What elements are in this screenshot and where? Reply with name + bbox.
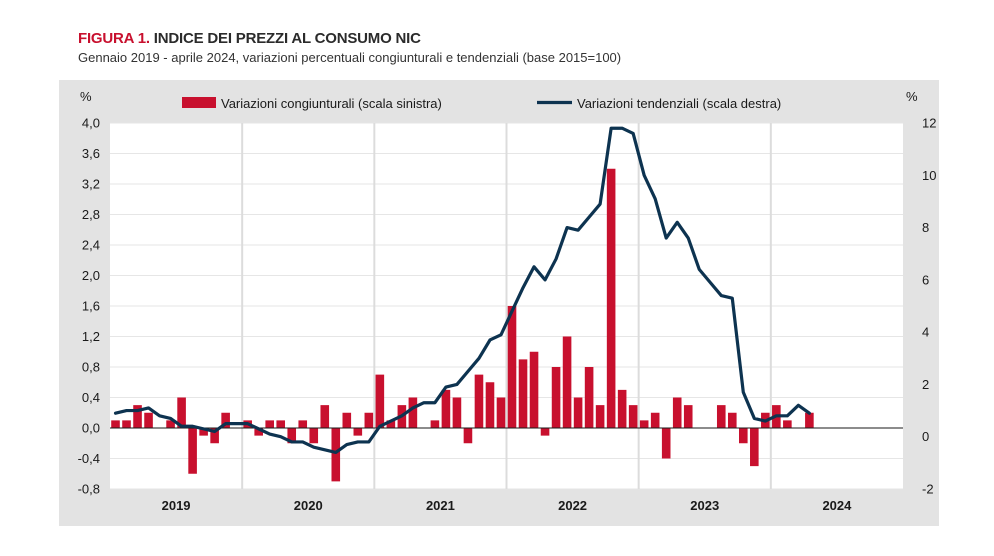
bar [485,382,495,428]
bar [408,397,418,428]
right-tick-label: 2 [922,377,929,392]
bar [529,351,539,428]
bar [144,412,153,428]
bar [210,428,219,444]
bar [783,420,792,428]
right-tick-label: 10 [922,168,936,183]
right-tick-label: -2 [922,482,934,497]
left-tick-label: 3,2 [82,177,100,192]
bar [166,420,175,428]
year-label: 2020 [294,498,323,513]
bar [386,420,396,428]
bar [639,420,649,428]
line-series-tendenziali [113,126,811,454]
legend-bar-swatch [182,97,216,108]
bar [650,412,660,428]
right-tick-label: 8 [922,220,929,235]
bar [188,428,197,474]
bar [540,428,550,436]
bar [551,367,561,428]
bar [342,412,352,428]
bar [805,412,814,428]
legend-bar-label: Variazioni congiunturali (scala sinistra… [221,96,442,111]
bar [496,397,506,428]
bar [617,389,627,428]
right-tick-label: 12 [922,116,936,131]
left-tick-label: 2,0 [82,268,100,283]
bar [331,428,341,482]
right-tick-label: 4 [922,325,929,340]
bar [309,428,319,444]
year-label: 2023 [690,498,719,513]
bar [375,374,385,428]
left-tick-label: 1,6 [82,299,100,314]
legend-line-label: Variazioni tendenziali (scala destra) [577,96,781,111]
bar [628,405,638,428]
bar [562,336,572,428]
left-tick-label: -0,4 [78,451,100,466]
bar [122,420,131,428]
right-axis: 12 10 8 6 4 2 0 -2 [922,116,936,497]
left-tick-label: 0,4 [82,390,100,405]
left-tick-label: 1,2 [82,329,100,344]
left-tick-label: 2,4 [82,238,100,253]
bar [507,306,517,428]
figure-title: FIGURA 1. INDICE DEI PREZZI AL CONSUMO N… [78,30,421,47]
bar [430,420,440,428]
x-axis-years: 2019 2020 2021 2022 2023 2024 [162,498,853,513]
bar [177,397,186,428]
bar [474,374,484,428]
left-tick-label: 0,0 [82,421,100,436]
right-axis-unit: % [906,89,918,104]
left-tick-label: -0,8 [78,482,100,497]
bar [716,405,726,428]
bar [606,168,616,428]
bar [518,359,528,428]
right-tick-label: 6 [922,272,929,287]
bar [661,428,671,459]
bar [254,428,263,436]
year-label: 2024 [822,498,852,513]
left-tick-label: 3,6 [82,146,100,161]
figure-number: FIGURA 1. [78,30,150,47]
left-axis: 4,0 3,6 3,2 2,8 2,4 2,0 1,6 1,2 0,8 0,4 0,0 -0,4 -0,… [78,116,100,497]
bar [739,428,748,444]
bar-series [111,168,814,482]
right-tick-label: 0 [922,429,929,444]
figure-subtitle: Gennaio 2019 - aprile 2024, variazioni p… [78,50,622,65]
bar [584,367,594,428]
bar [441,389,451,428]
bar [320,405,330,428]
year-label: 2021 [426,498,455,513]
figure-heading: INDICE DEI PREZZI AL CONSUMO NIC [153,30,421,47]
bar [221,412,230,428]
legend: Variazioni congiunturali (scala sinistra… [182,96,781,111]
year-label: 2019 [162,498,191,513]
left-tick-label: 2,8 [82,207,100,222]
bar [364,412,374,428]
bar [463,428,473,444]
bar [287,428,297,444]
bar [276,420,286,428]
left-axis-unit: % [80,89,92,104]
bar [750,428,759,467]
bar [353,428,363,436]
bar [298,420,308,428]
bar [265,420,274,428]
bar [111,420,120,428]
bar [133,405,142,428]
bar [672,397,682,428]
left-tick-label: 4,0 [82,116,100,131]
bar [199,428,208,436]
year-label: 2022 [558,498,587,513]
left-tick-label: 0,8 [82,360,100,375]
bar [452,397,462,428]
bar [595,405,605,428]
bar [683,405,693,428]
bar [727,412,737,428]
bar [573,397,583,428]
